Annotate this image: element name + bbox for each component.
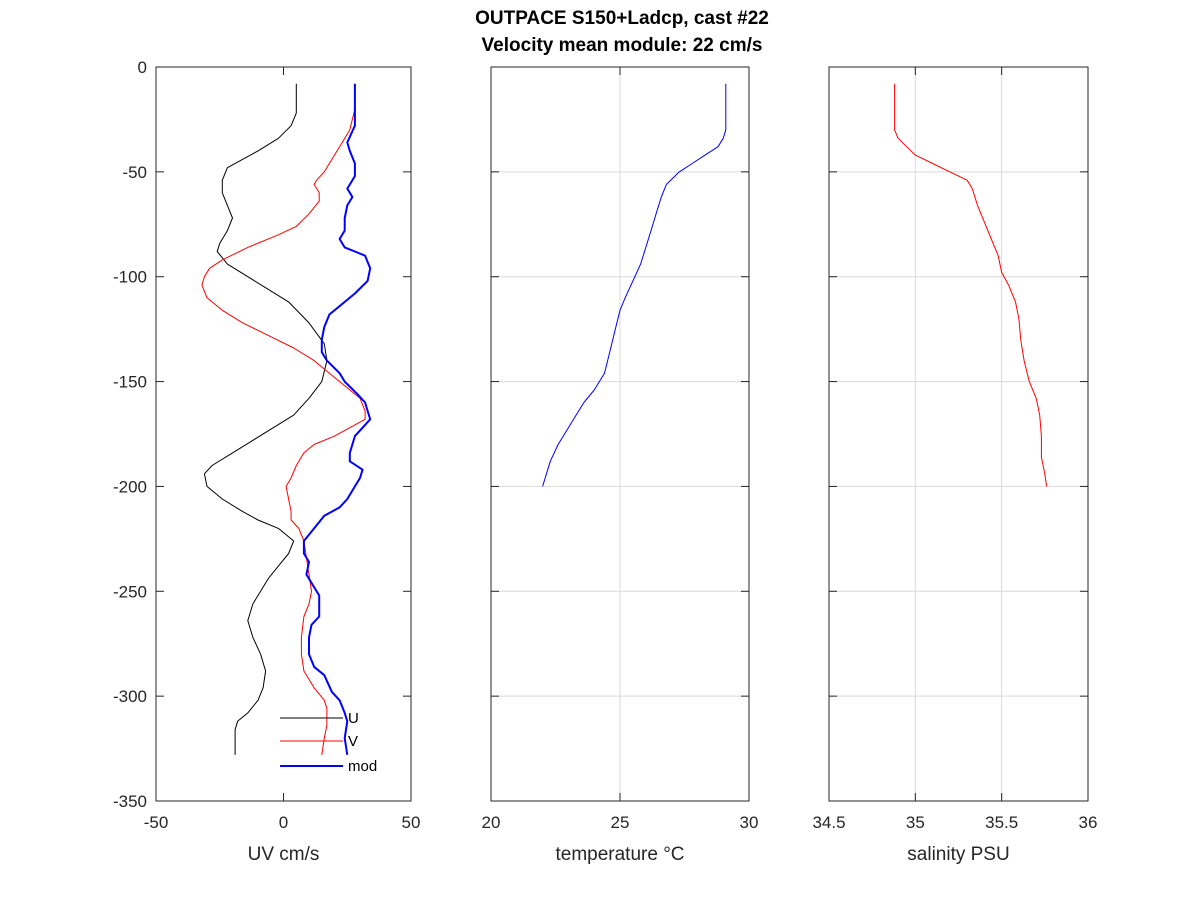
x-tick-label: 30 (740, 813, 759, 832)
x-tick-label: -50 (144, 813, 169, 832)
x-tick-label: 35.5 (985, 813, 1018, 832)
x-axis-label: temperature °C (555, 844, 684, 865)
legend-label-v: V (348, 733, 358, 750)
x-axis-label: salinity PSU (907, 844, 1009, 865)
y-tick-label: -350 (113, 792, 147, 811)
panel-salinity: 34.5 35 35.5 36 salinity PSU (812, 66, 1098, 865)
axes-box (828, 66, 1089, 802)
series-line-salinity (894, 83, 1048, 487)
y-tick-label: -50 (122, 163, 147, 182)
x-tick-label: 0 (279, 813, 288, 832)
x-tick-label: 25 (611, 813, 630, 832)
y-tick-label: -250 (113, 582, 147, 601)
y-tick-label: -300 (113, 687, 147, 706)
panel-uv: -50 0 50 0 -50 -100 -150 -200 -250 -300 -350 UV cm/… (113, 58, 420, 865)
legend-label-u: U (348, 710, 359, 727)
title-line-1: OUTPACE S150+Ladcp, cast #22 (475, 8, 769, 29)
series-line-u (203, 83, 328, 755)
panel-temperature: 20 25 30 temperature °C (482, 66, 759, 865)
y-tick-label: 0 (138, 58, 147, 77)
legend-label-mod: mod (348, 758, 377, 775)
x-tick-label: 50 (402, 813, 421, 832)
title-line-2: Velocity mean module: 22 cm/s (482, 35, 763, 56)
x-tick-label: 20 (482, 813, 501, 832)
series-line-temperature (542, 83, 727, 487)
x-tick-label: 34.5 (812, 813, 845, 832)
x-axis-label: UV cm/s (248, 844, 320, 865)
y-tick-label: -200 (113, 477, 147, 496)
series-line-mod (302, 83, 372, 756)
y-tick-label: -100 (113, 268, 147, 287)
axes-box (155, 66, 412, 802)
series-line-v (201, 83, 366, 755)
x-tick-label: 35 (906, 813, 925, 832)
y-tick-label: -150 (113, 373, 147, 392)
x-tick-label: 36 (1079, 813, 1098, 832)
